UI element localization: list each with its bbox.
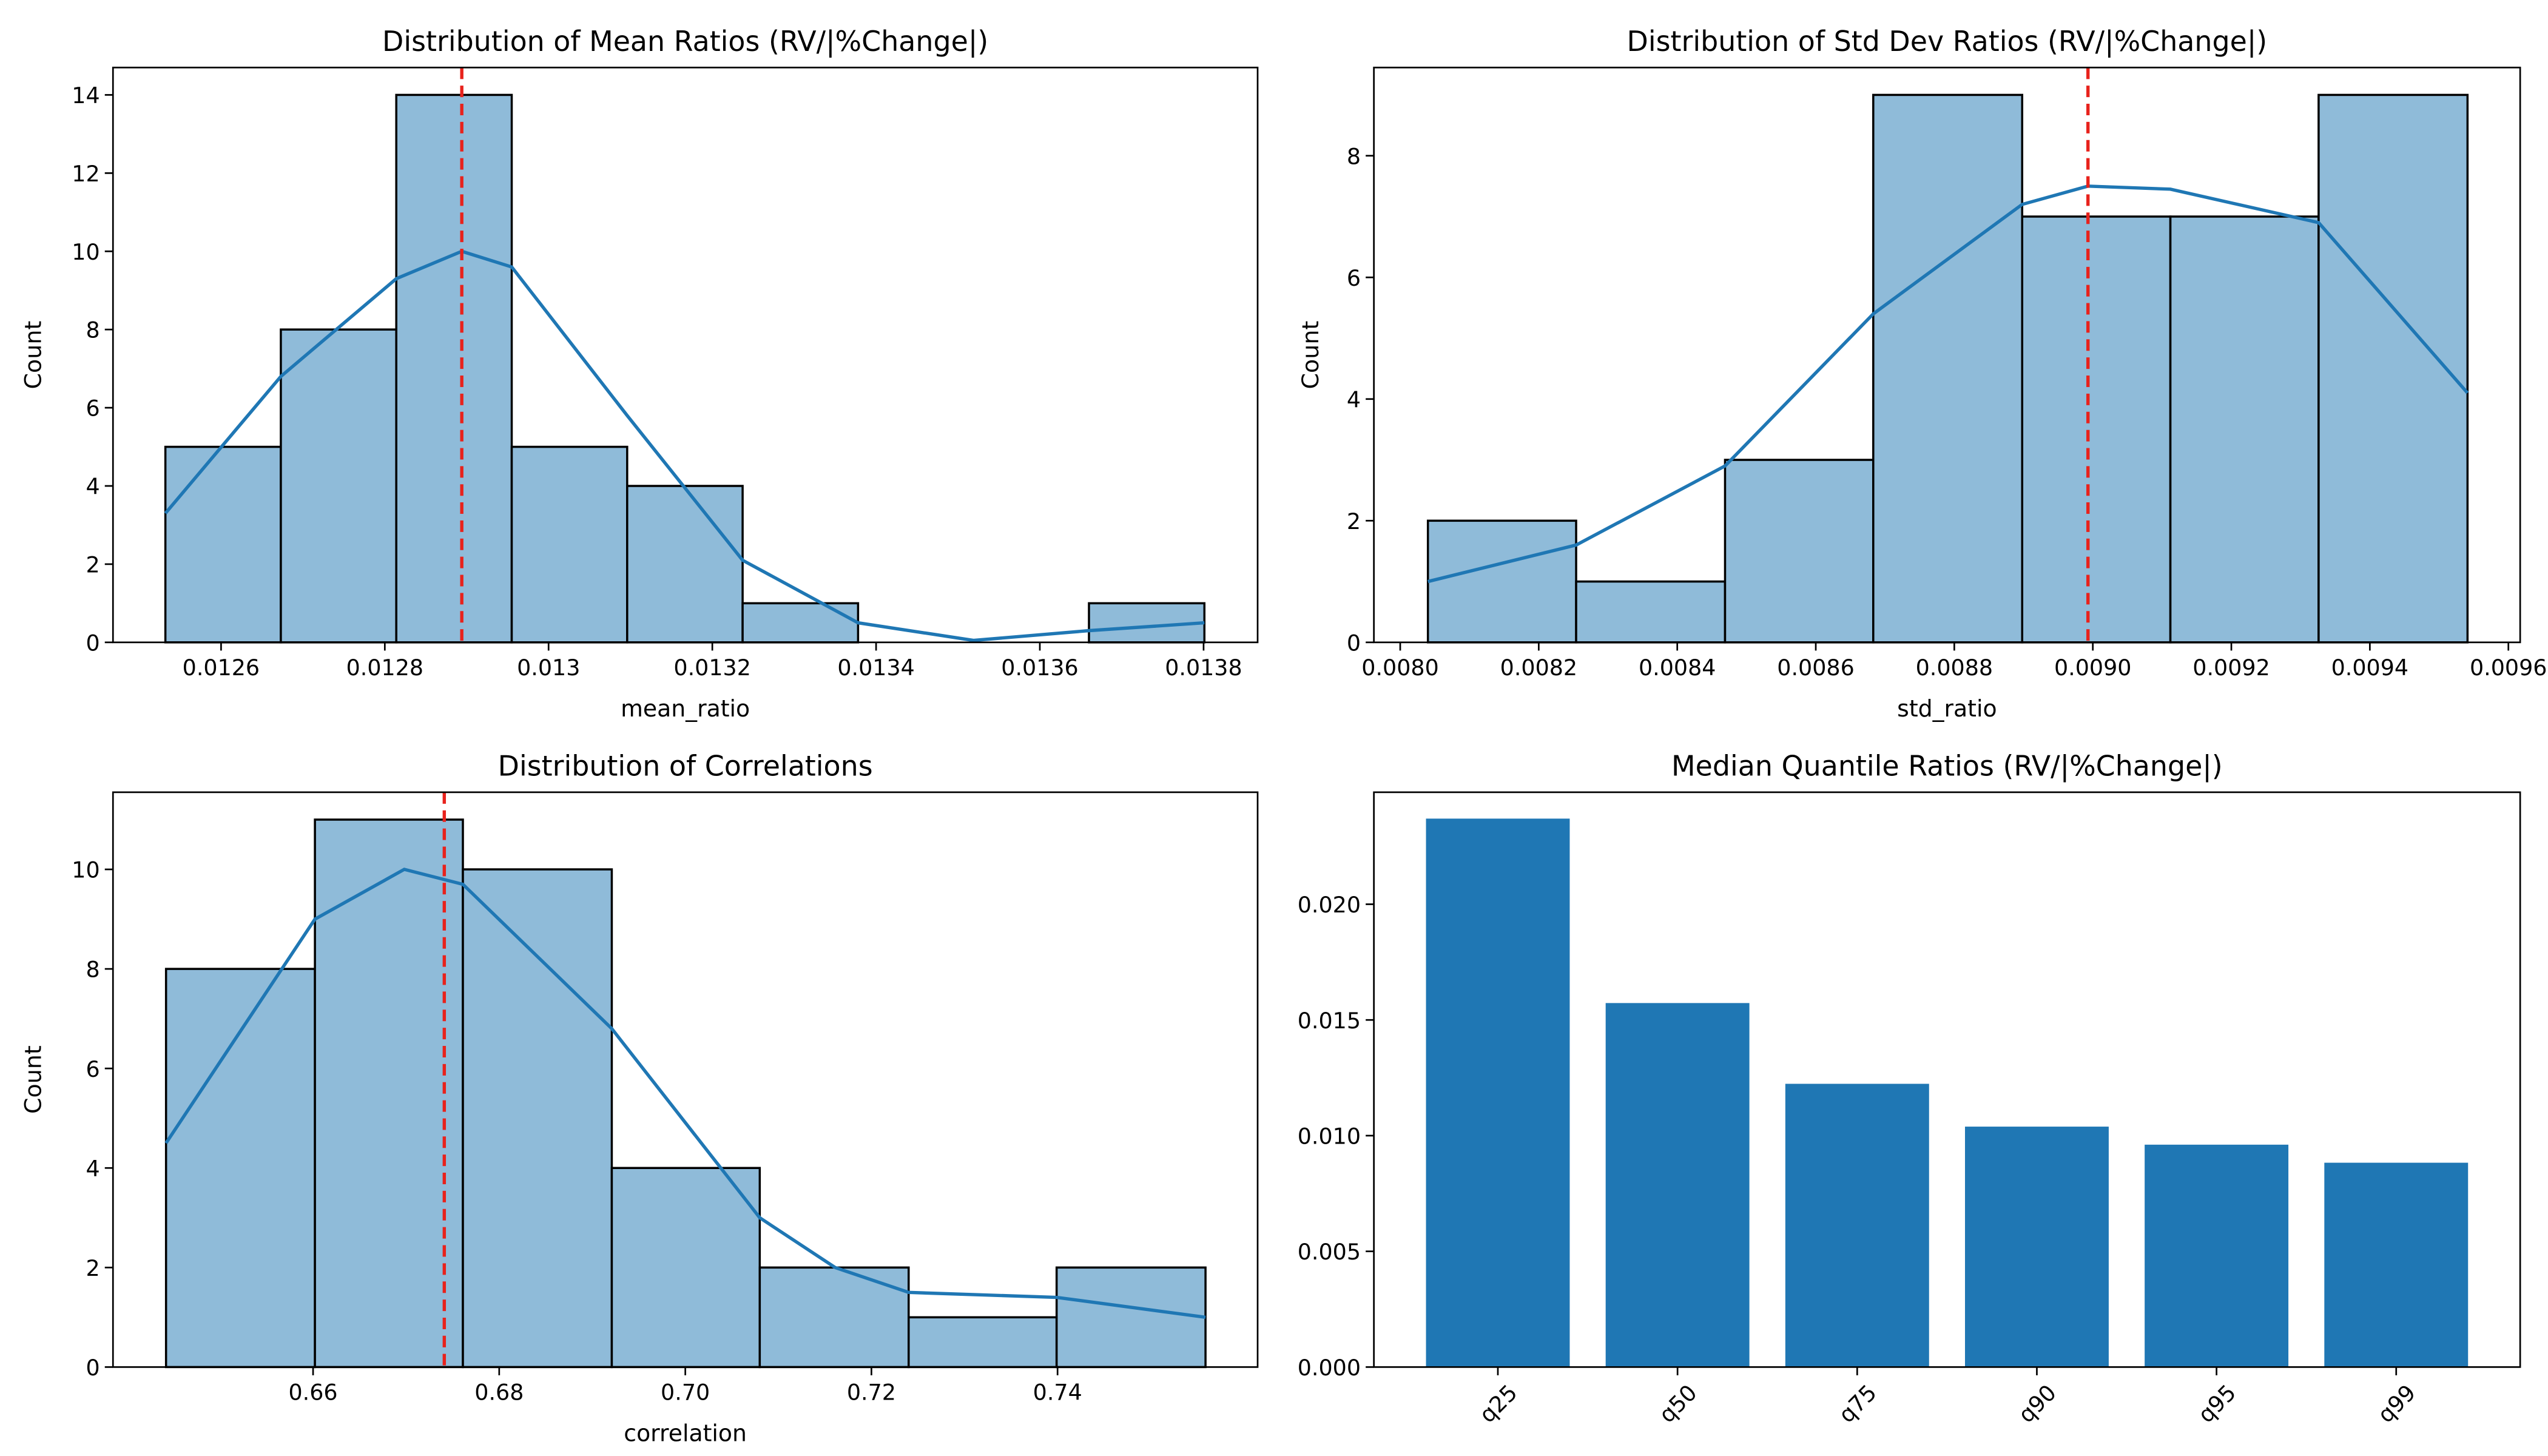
histogram-bar — [1724, 459, 1875, 644]
y-tick-label: 6 — [86, 1056, 99, 1082]
histogram-bar — [395, 93, 513, 644]
chart-title: Distribution of Correlations — [498, 750, 873, 783]
histogram-bar — [462, 868, 613, 1369]
axes-frame — [112, 66, 1259, 644]
y-tick-label: 4 — [86, 1156, 99, 1182]
chart-title: Distribution of Std Dev Ratios (RV/|%Cha… — [1627, 25, 2268, 58]
histogram-bar — [164, 445, 282, 644]
chart-title: Distribution of Mean Ratios (RV/|%Change… — [382, 25, 988, 58]
y-tick-label: 10 — [72, 239, 99, 265]
x-tick-label: 0.0128 — [346, 655, 423, 681]
x-axis-label: correlation — [624, 1420, 747, 1446]
x-axis-label: std_ratio — [1897, 695, 1997, 722]
x-tick-label: 0.0096 — [2470, 655, 2547, 681]
x-tick-label: 0.72 — [847, 1380, 896, 1406]
histogram-bar — [2021, 215, 2172, 644]
histogram-bar — [741, 602, 860, 644]
histogram-bar — [2169, 215, 2320, 644]
y-tick-label: 0 — [86, 630, 99, 656]
y-tick-label: 6 — [86, 396, 99, 422]
x-tick-label: 0.0094 — [2331, 655, 2408, 681]
histogram-bar — [626, 485, 744, 644]
histogram-bar — [1055, 1266, 1207, 1369]
y-tick-label: 2 — [86, 1255, 99, 1281]
x-tick-label: 0.0082 — [1500, 655, 1577, 681]
x-tick-label: 0.68 — [474, 1380, 524, 1406]
y-tick-label: 8 — [1347, 143, 1361, 169]
y-tick-label: 0.020 — [1298, 892, 1361, 918]
x-tick-label: 0.0126 — [183, 655, 260, 681]
y-axis-label: Count — [20, 321, 47, 389]
kde-line — [1427, 184, 2469, 584]
y-tick-label: 14 — [72, 83, 99, 109]
histogram-bar — [2317, 93, 2469, 644]
histogram-bar — [314, 818, 464, 1369]
y-tick-label: 6 — [1347, 265, 1361, 291]
bar — [1785, 1084, 1929, 1367]
axes-frame — [1373, 66, 2521, 644]
bar — [2324, 1162, 2469, 1367]
x-tick-label: 0.0138 — [1165, 655, 1242, 681]
histogram-bar — [758, 1266, 910, 1369]
x-axis-label: mean_ratio — [621, 695, 750, 722]
histogram-bar — [908, 1316, 1058, 1369]
x-tick-label: 0.0092 — [2192, 655, 2270, 681]
y-tick-label: 10 — [72, 857, 99, 883]
x-tick-label: 0.74 — [1033, 1380, 1082, 1406]
y-tick-label: 0.005 — [1298, 1239, 1361, 1265]
x-tick-label: 0.0080 — [1361, 655, 1438, 681]
bar — [1964, 1127, 2109, 1367]
x-tick-label: 0.0136 — [1001, 655, 1078, 681]
bar — [2145, 1144, 2289, 1367]
x-tick-label: 0.0134 — [837, 655, 914, 681]
y-tick-label: 4 — [86, 473, 99, 499]
x-tick-label: 0.0084 — [1639, 655, 1716, 681]
histogram-bar — [610, 1167, 761, 1369]
kde-line — [164, 868, 1206, 1320]
y-tick-label: 12 — [72, 161, 99, 187]
histogram-bar — [510, 445, 629, 644]
y-tick-label: 0.000 — [1298, 1355, 1361, 1381]
x-tick-label: 0.66 — [288, 1380, 337, 1406]
histogram-bar — [1872, 93, 2024, 644]
histogram-bar — [1426, 519, 1577, 644]
y-tick-label: 8 — [86, 317, 99, 343]
axes-frame — [112, 791, 1259, 1368]
x-tick-label: 0.0088 — [1916, 655, 1993, 681]
axes-frame — [1373, 791, 2521, 1368]
bar — [1426, 818, 1570, 1367]
kde-line — [164, 249, 1205, 642]
y-tick-label: 0 — [1347, 630, 1361, 656]
y-tick-label: 0.015 — [1298, 1008, 1361, 1034]
y-tick-label: 2 — [1347, 508, 1361, 534]
histogram-bar — [164, 968, 316, 1369]
y-tick-label: 4 — [1347, 386, 1361, 413]
x-tick-label: 0.013 — [517, 655, 580, 681]
x-tick-label: 0.0086 — [1777, 655, 1854, 681]
bar — [1605, 1003, 1750, 1367]
y-tick-label: 0 — [86, 1355, 99, 1381]
x-tick-label: 0.0090 — [2054, 655, 2131, 681]
histogram-bar — [1575, 580, 1727, 644]
chart-title: Median Quantile Ratios (RV/|%Change|) — [1671, 750, 2223, 783]
y-tick-label: 0.010 — [1298, 1123, 1361, 1149]
x-tick-label: 0.70 — [661, 1380, 710, 1406]
y-tick-label: 2 — [86, 551, 99, 578]
x-tick-label: 0.0132 — [673, 655, 750, 681]
y-tick-label: 8 — [86, 957, 99, 983]
histogram-bar — [280, 328, 397, 644]
y-axis-label: Count — [20, 1045, 47, 1114]
y-axis-label: Count — [1297, 321, 1324, 389]
